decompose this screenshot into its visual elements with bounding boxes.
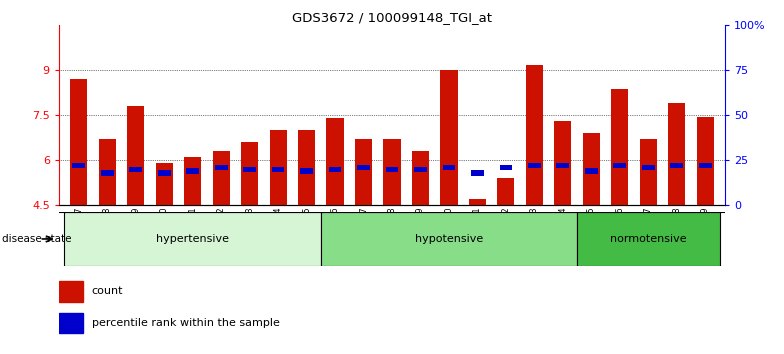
- Bar: [298, 130, 315, 205]
- Text: GDS3672 / 100099148_TGI_at: GDS3672 / 100099148_TGI_at: [292, 11, 492, 24]
- Bar: [328, 166, 342, 172]
- Bar: [557, 163, 569, 168]
- Bar: [158, 170, 171, 176]
- Bar: [127, 106, 144, 205]
- Text: hypotensive: hypotensive: [415, 234, 483, 244]
- Bar: [129, 166, 142, 172]
- Bar: [72, 163, 85, 168]
- Bar: [613, 163, 626, 168]
- Bar: [526, 65, 543, 205]
- Bar: [412, 151, 429, 205]
- Bar: [471, 170, 484, 176]
- Bar: [668, 103, 685, 205]
- Bar: [554, 121, 572, 205]
- Bar: [642, 165, 655, 170]
- Bar: [383, 139, 401, 205]
- Bar: [697, 116, 713, 205]
- Bar: [243, 166, 256, 172]
- Bar: [270, 130, 287, 205]
- Bar: [187, 168, 199, 174]
- Bar: [64, 212, 321, 266]
- Bar: [321, 212, 577, 266]
- Bar: [497, 178, 514, 205]
- Bar: [184, 157, 201, 205]
- Bar: [156, 163, 172, 205]
- Text: count: count: [92, 286, 123, 296]
- Bar: [612, 90, 628, 205]
- Bar: [499, 165, 512, 170]
- Bar: [300, 168, 313, 174]
- Bar: [528, 163, 541, 168]
- Bar: [640, 139, 657, 205]
- Bar: [272, 166, 285, 172]
- Bar: [577, 212, 720, 266]
- Bar: [699, 163, 712, 168]
- Bar: [59, 313, 83, 333]
- Bar: [469, 199, 486, 205]
- Bar: [585, 168, 597, 174]
- Bar: [241, 142, 258, 205]
- Bar: [355, 139, 372, 205]
- Bar: [59, 281, 83, 302]
- Bar: [386, 166, 398, 172]
- Text: disease state: disease state: [2, 234, 71, 244]
- Bar: [441, 70, 458, 205]
- Bar: [99, 139, 116, 205]
- Bar: [358, 165, 370, 170]
- Bar: [442, 165, 456, 170]
- Bar: [215, 165, 227, 170]
- Bar: [212, 151, 230, 205]
- Text: hypertensive: hypertensive: [156, 234, 229, 244]
- Bar: [670, 163, 683, 168]
- Text: normotensive: normotensive: [610, 234, 687, 244]
- Text: percentile rank within the sample: percentile rank within the sample: [92, 318, 280, 328]
- Bar: [71, 79, 87, 205]
- Bar: [583, 133, 600, 205]
- Bar: [326, 118, 343, 205]
- Bar: [414, 166, 426, 172]
- Bar: [101, 170, 114, 176]
